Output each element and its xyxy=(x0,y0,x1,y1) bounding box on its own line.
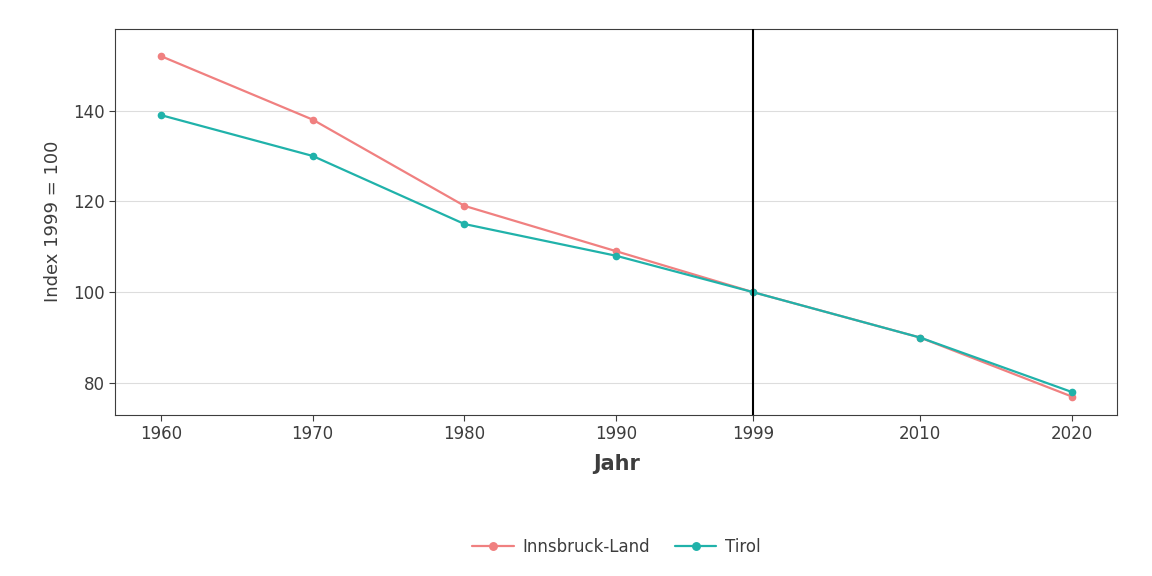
Line: Tirol: Tirol xyxy=(158,112,1075,395)
Legend: Innsbruck-Land, Tirol: Innsbruck-Land, Tirol xyxy=(465,531,767,562)
Innsbruck-Land xyxy=(914,334,927,341)
Tirol xyxy=(457,221,471,228)
X-axis label: Jahr: Jahr xyxy=(593,454,639,474)
Tirol xyxy=(609,252,623,259)
Innsbruck-Land xyxy=(609,248,623,255)
Y-axis label: Index 1999 = 100: Index 1999 = 100 xyxy=(44,141,62,302)
Innsbruck-Land xyxy=(457,202,471,209)
Innsbruck-Land xyxy=(305,116,319,123)
Innsbruck-Land xyxy=(1064,393,1078,400)
Line: Innsbruck-Land: Innsbruck-Land xyxy=(158,53,1075,400)
Tirol xyxy=(1064,389,1078,396)
Tirol xyxy=(746,289,760,295)
Tirol xyxy=(305,153,319,160)
Innsbruck-Land xyxy=(154,52,168,59)
Tirol xyxy=(154,112,168,119)
Tirol xyxy=(914,334,927,341)
Innsbruck-Land xyxy=(746,289,760,295)
